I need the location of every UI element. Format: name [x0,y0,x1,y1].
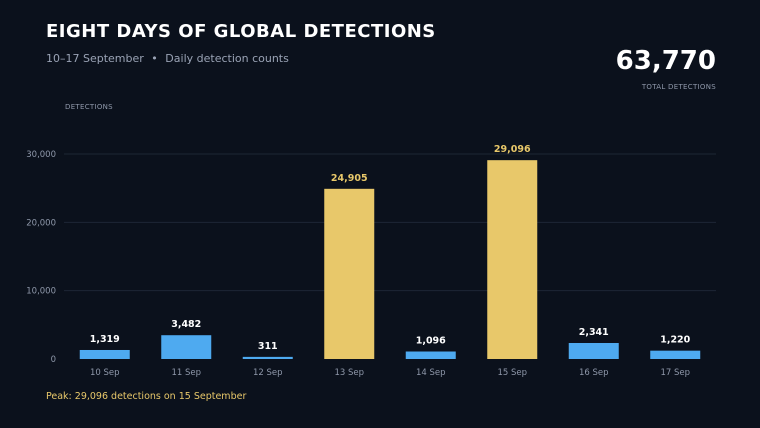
chart-title: EIGHT DAYS OF GLOBAL DETECTIONS [46,21,436,42]
bar-value-label: 1,319 [90,334,120,345]
bar [324,188,375,359]
y-axis-label: DETECTIONS [65,103,113,111]
y-tick-label: 10,000 [26,287,56,297]
peak-footnote: Peak: 29,096 detections on 15 September [46,391,247,402]
subtitle-separator: • [151,52,158,65]
x-tick-label: 17 Sep [660,368,690,378]
bar-value-label: 29,096 [494,144,531,155]
total-detections-label: TOTAL DETECTIONS [641,83,716,91]
x-tick-label: 15 Sep [497,368,527,378]
date-range: 10–17 September [46,52,144,65]
subtitle-description: Daily detection counts [165,52,289,65]
bar-value-label: 1,096 [416,336,446,347]
y-tick-label: 30,000 [26,150,56,160]
y-tick-label: 0 [51,355,56,365]
bar-value-label: 311 [258,341,278,352]
bar [242,356,293,359]
x-tick-label: 11 Sep [171,368,201,378]
bar-value-label: 2,341 [579,327,609,338]
bar [568,343,619,359]
bar [79,349,130,359]
x-tick-label: 16 Sep [579,368,609,378]
bar [161,335,212,359]
bar-value-label: 1,220 [660,335,690,346]
bar [487,160,538,359]
x-tick-label: 13 Sep [334,368,364,378]
x-tick-label: 12 Sep [253,368,283,378]
x-tick-label: 14 Sep [416,368,446,378]
bar [650,350,701,359]
x-tick-label: 10 Sep [90,368,120,378]
bar [405,351,456,359]
y-tick-label: 20,000 [26,218,56,228]
bar-value-label: 3,482 [171,319,201,330]
total-detections-value: 63,770 [615,46,716,76]
bar-value-label: 24,905 [331,173,368,184]
chart-subtitle: 10–17 September • Daily detection counts [46,52,289,65]
